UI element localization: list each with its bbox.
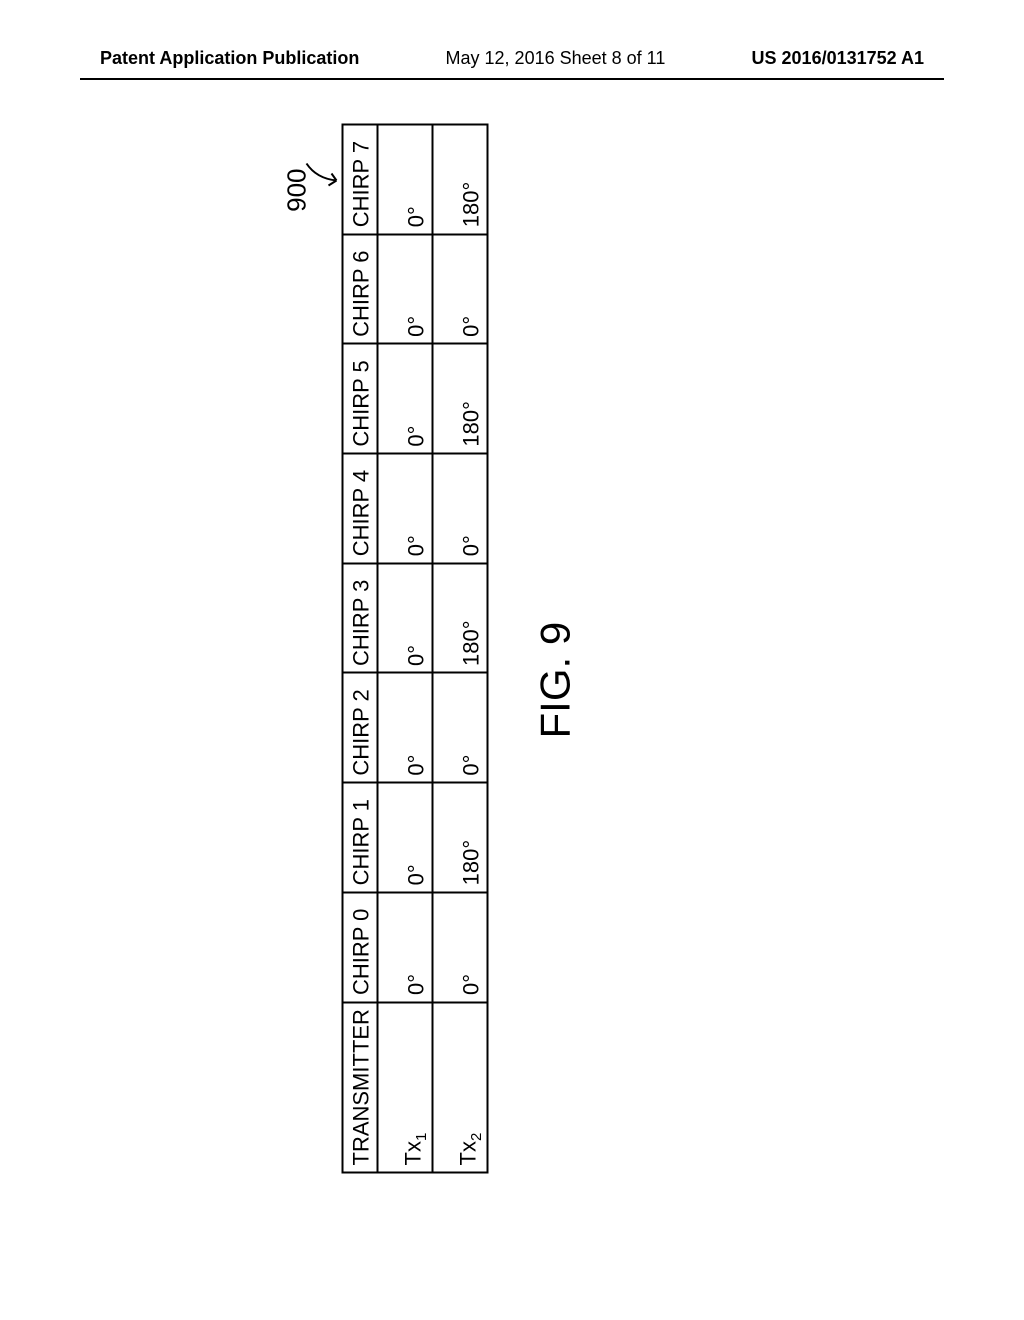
cell-value: 0° — [378, 454, 433, 564]
cell-value: 0° — [378, 892, 433, 1002]
col-header-chirp5: CHIRP 5 — [343, 344, 378, 454]
page-header: Patent Application Publication May 12, 2… — [0, 48, 1024, 69]
col-header-chirp2: CHIRP 2 — [343, 673, 378, 783]
cell-value: 0° — [378, 783, 433, 893]
cell-value: 180° — [433, 783, 488, 893]
rotated-figure: 900 TRANSMITTER CHIRP 0 CHIRP 1 CHIRP 2 … — [342, 124, 489, 1174]
row-label-tx1: Tx1 — [378, 1002, 433, 1172]
cell-value: 180° — [433, 563, 488, 673]
label-subscript: 1 — [413, 1133, 430, 1141]
figure-label: FIG. 9 — [532, 622, 580, 739]
col-header-transmitter: TRANSMITTER — [343, 1002, 378, 1172]
col-header-chirp3: CHIRP 3 — [343, 563, 378, 673]
row-label-tx2: Tx2 — [433, 1002, 488, 1172]
col-header-chirp4: CHIRP 4 — [343, 454, 378, 564]
table-row: Tx2 0° 180° 0° 180° 0° 180° 0° 180° — [433, 125, 488, 1173]
label-base: Tx — [400, 1141, 425, 1165]
figure-content-area: 900 TRANSMITTER CHIRP 0 CHIRP 1 CHIRP 2 … — [110, 135, 910, 1200]
header-divider — [80, 78, 944, 80]
cell-value: 0° — [433, 454, 488, 564]
label-subscript: 2 — [468, 1133, 485, 1141]
phase-shift-table: TRANSMITTER CHIRP 0 CHIRP 1 CHIRP 2 CHIR… — [342, 124, 489, 1174]
cell-value: 180° — [433, 344, 488, 454]
cell-value: 0° — [378, 673, 433, 783]
cell-value: 180° — [433, 125, 488, 235]
cell-value: 0° — [378, 234, 433, 344]
col-header-chirp1: CHIRP 1 — [343, 783, 378, 893]
header-date-sheet: May 12, 2016 Sheet 8 of 11 — [446, 48, 666, 69]
col-header-chirp0: CHIRP 0 — [343, 892, 378, 1002]
table-header-row: TRANSMITTER CHIRP 0 CHIRP 1 CHIRP 2 CHIR… — [343, 125, 378, 1173]
cell-value: 0° — [433, 673, 488, 783]
cell-value: 0° — [433, 892, 488, 1002]
col-header-chirp6: CHIRP 6 — [343, 234, 378, 344]
header-publication-number: US 2016/0131752 A1 — [752, 48, 924, 69]
cell-value: 0° — [378, 563, 433, 673]
header-publication-type: Patent Application Publication — [100, 48, 359, 69]
label-base: Tx — [455, 1141, 480, 1165]
cell-value: 0° — [378, 125, 433, 235]
cell-value: 0° — [378, 344, 433, 454]
reference-arrow-icon — [302, 139, 352, 189]
cell-value: 0° — [433, 234, 488, 344]
table-row: Tx1 0° 0° 0° 0° 0° 0° 0° 0° — [378, 125, 433, 1173]
